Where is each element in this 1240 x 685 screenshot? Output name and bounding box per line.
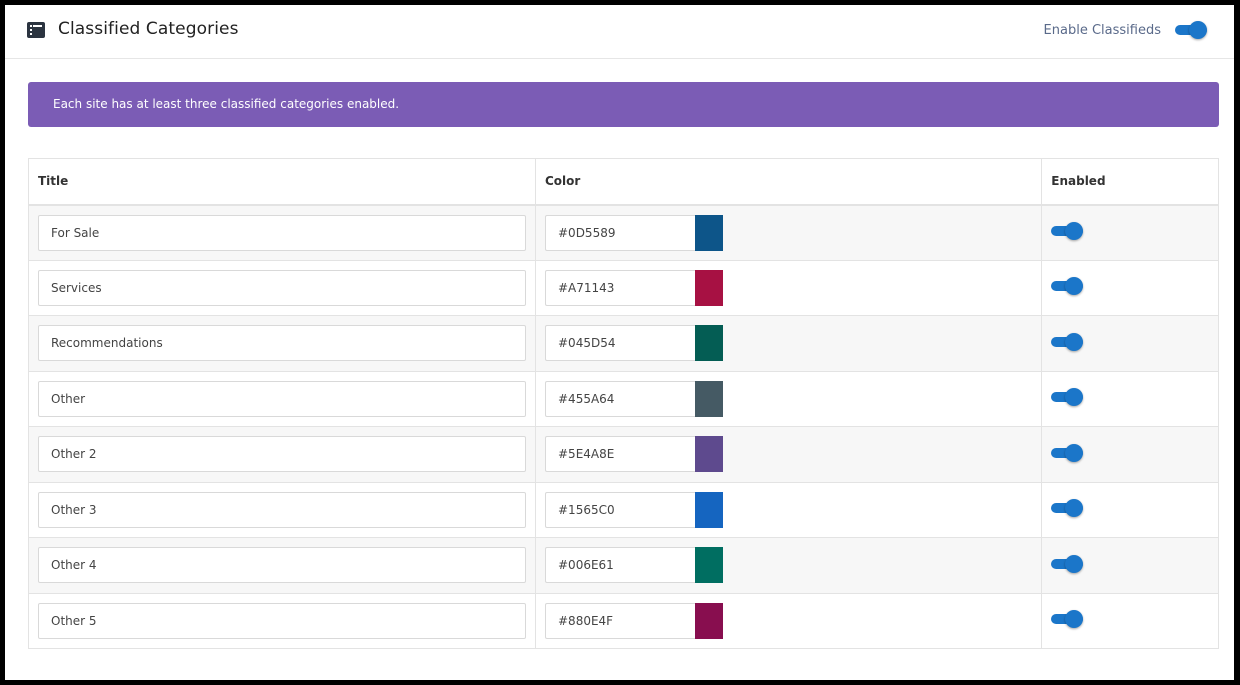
toggle-knob [1065,222,1084,240]
enabled-cell [1041,315,1219,372]
table-row [28,426,1219,483]
enabled-cell [1041,426,1219,483]
column-header-color: Color [534,158,1043,206]
list-card-icon [27,22,45,38]
category-enabled-toggle[interactable] [1051,332,1084,351]
color-cell [534,481,1043,538]
toggle-knob [1065,443,1084,462]
enabled-cell [1041,592,1219,649]
color-hex-input[interactable] [545,602,695,639]
category-enabled-toggle[interactable] [1051,554,1084,573]
color-picker [545,325,1032,362]
color-cell [534,370,1043,427]
toggle-knob [1065,332,1084,351]
color-cell [534,537,1043,594]
color-picker [545,269,1032,306]
color-swatch[interactable] [695,380,723,417]
enable-classifieds-toggle[interactable] [1175,21,1207,39]
table-row [28,370,1219,427]
category-enabled-toggle[interactable] [1051,610,1084,629]
category-enabled-toggle[interactable] [1051,277,1084,296]
panel-header: Classified Categories Enable Classifieds [5,5,1234,59]
color-picker [545,436,1032,473]
category-title-input[interactable] [38,547,526,584]
info-banner-text: Each site has at least three classified … [53,97,400,111]
classified-categories-panel: Classified Categories Enable Classifieds… [5,5,1234,680]
enabled-cell [1041,370,1219,427]
page-title: Classified Categories [58,19,239,39]
category-title-input[interactable] [38,602,526,639]
color-cell [534,426,1043,483]
color-cell [534,204,1043,261]
toggle-knob [1065,499,1084,518]
enabled-cell [1041,204,1219,261]
title-cell [28,259,536,316]
title-cell [28,204,536,261]
categories-table: Title Color Enabled [28,158,1219,649]
color-cell [534,259,1043,316]
color-hex-input[interactable] [545,325,695,362]
column-header-enabled: Enabled [1041,158,1219,206]
color-picker [545,547,1032,584]
toggle-knob [1065,388,1084,407]
color-hex-input[interactable] [545,214,695,251]
color-swatch[interactable] [695,547,723,584]
table-header-row: Title Color Enabled [28,158,1219,206]
toggle-knob [1065,277,1084,296]
color-hex-input[interactable] [545,269,695,306]
table-row [28,537,1219,594]
color-swatch[interactable] [695,214,723,251]
color-hex-input[interactable] [545,547,695,584]
color-hex-input[interactable] [545,436,695,473]
category-title-input[interactable] [38,491,526,528]
table-row [28,204,1219,261]
category-enabled-toggle[interactable] [1051,388,1084,407]
toggle-knob [1065,554,1084,573]
color-hex-input[interactable] [545,491,695,528]
color-picker [545,214,1032,251]
color-cell [534,592,1043,649]
color-swatch[interactable] [695,269,723,306]
table-row [28,315,1219,372]
title-cell [28,537,536,594]
enabled-cell [1041,259,1219,316]
category-title-input[interactable] [38,269,526,306]
title-cell [28,426,536,483]
info-banner: Each site has at least three classified … [28,82,1219,127]
title-cell [28,592,536,649]
enabled-cell [1041,481,1219,538]
category-title-input[interactable] [38,214,526,251]
category-title-input[interactable] [38,325,526,362]
column-header-title: Title [28,158,536,206]
title-cell [28,370,536,427]
category-enabled-toggle[interactable] [1051,222,1084,240]
color-picker [545,491,1032,528]
enable-classifieds-label: Enable Classifieds [1043,23,1161,38]
category-title-input[interactable] [38,436,526,473]
color-picker [545,602,1032,639]
category-enabled-toggle[interactable] [1051,443,1084,462]
color-swatch[interactable] [695,325,723,362]
toggle-knob [1065,610,1084,629]
color-picker [545,380,1032,417]
color-swatch[interactable] [695,436,723,473]
color-swatch[interactable] [695,602,723,639]
color-swatch[interactable] [695,491,723,528]
color-cell [534,315,1043,372]
category-enabled-toggle[interactable] [1051,499,1084,518]
category-title-input[interactable] [38,380,526,417]
toggle-knob [1189,21,1207,39]
color-hex-input[interactable] [545,380,695,417]
enabled-cell [1041,537,1219,594]
table-row [28,481,1219,538]
title-cell [28,481,536,538]
title-cell [28,315,536,372]
table-row [28,592,1219,649]
table-row [28,259,1219,316]
